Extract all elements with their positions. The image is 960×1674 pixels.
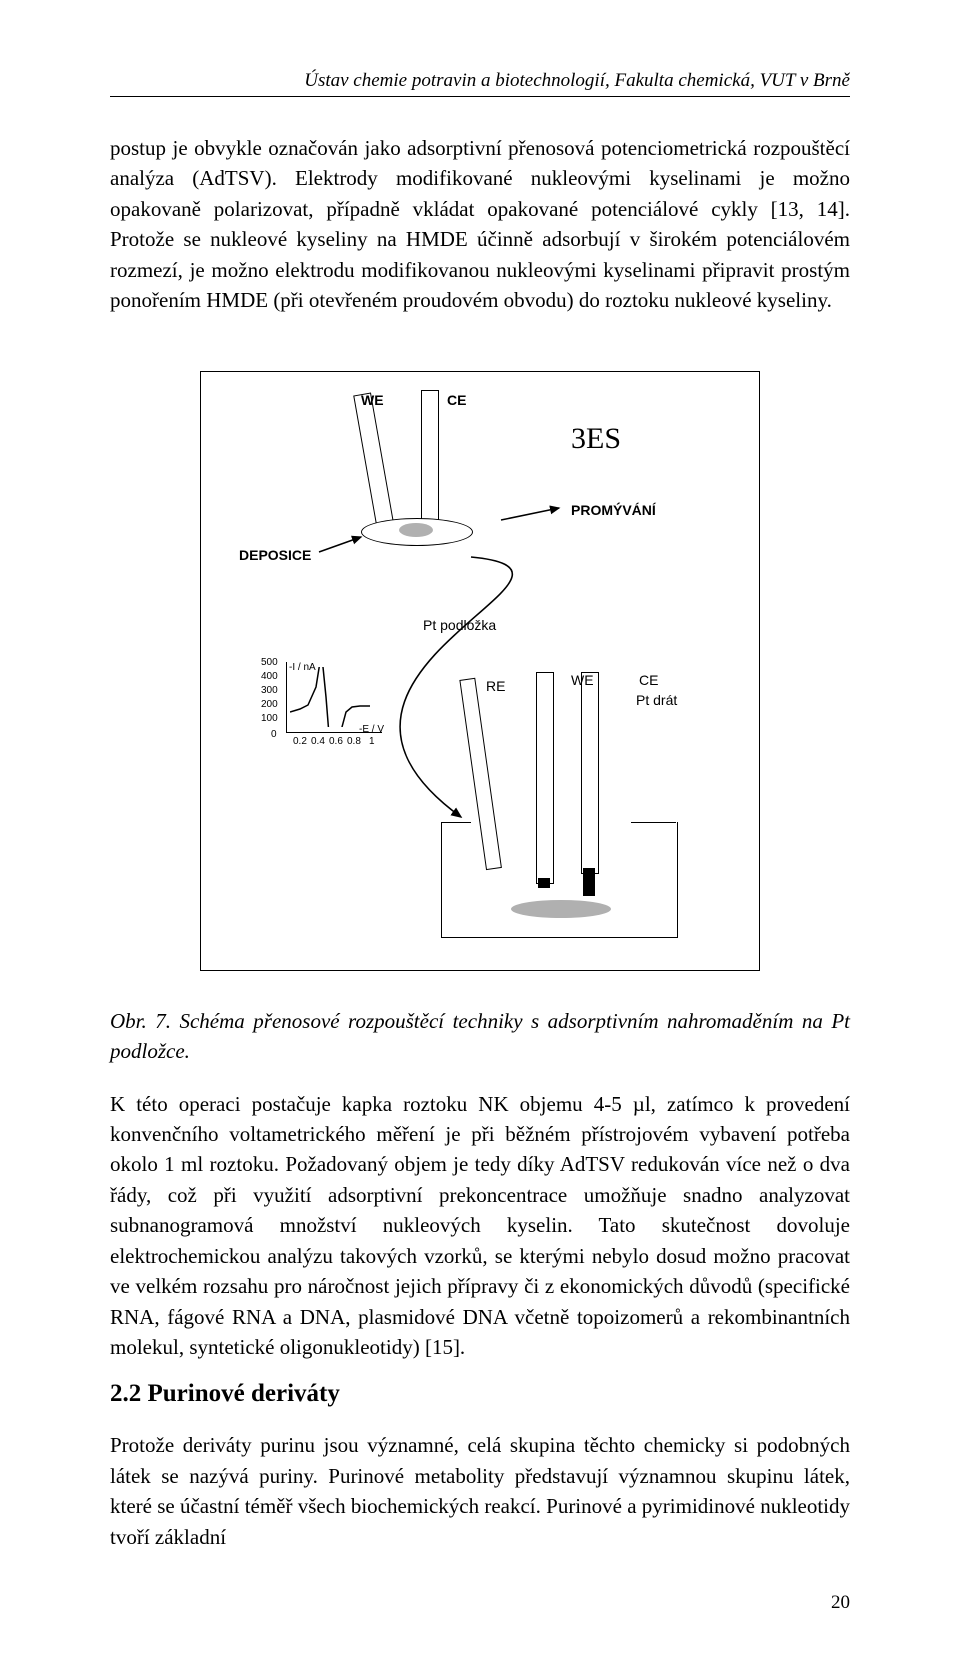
section-title: 2.2 Purinové deriváty	[110, 1380, 850, 1408]
paragraph-1: postup je obvykle označován jako adsorpt…	[110, 133, 850, 316]
label-3es: 3ES	[571, 422, 621, 456]
bottle-lip-left	[441, 822, 471, 823]
page-number: 20	[110, 1592, 850, 1614]
electrode-we-bottom	[536, 672, 554, 884]
page-header: Ústav chemie potravin a biotechnologií, …	[110, 70, 850, 97]
figure-7: WE CE 3ES PROMÝVÁNÍ DEPOSICE Pt podložka	[200, 371, 760, 971]
section-name: Purinové deriváty	[148, 1380, 340, 1407]
xtick-0.4: 0.4	[311, 736, 325, 747]
drop-on-plate	[399, 523, 433, 537]
label-promyvani: PROMÝVÁNÍ	[571, 502, 656, 518]
label-re: RE	[486, 678, 505, 694]
we-tip	[538, 878, 550, 888]
electrode-ce-left	[421, 390, 439, 524]
bottle-lip-right	[631, 822, 676, 823]
electrode-ce-bottom	[581, 672, 599, 874]
solution-ellipse	[511, 900, 611, 918]
section-number: 2.2	[110, 1380, 141, 1407]
label-pt-drat: Pt drát	[636, 692, 677, 708]
cell-bottle	[441, 822, 678, 938]
y-axis-label: -I / nA	[289, 662, 316, 673]
label-deposice: DEPOSICE	[239, 547, 311, 563]
paragraph-2: K této operaci postačuje kapka roztoku N…	[110, 1089, 850, 1363]
figure-border: WE CE 3ES PROMÝVÁNÍ DEPOSICE Pt podložka	[200, 371, 760, 971]
caption-text: Schéma přenosové rozpouštěcí techniky s …	[110, 1009, 850, 1063]
xtick-1: 1	[369, 736, 375, 747]
ytick-100: 100	[261, 713, 278, 724]
x-axis-label: -E / V	[359, 724, 384, 735]
ce-tip	[583, 868, 595, 896]
paragraph-3: Protože deriváty purinu jsou významné, c…	[110, 1430, 850, 1552]
mini-chart-line	[290, 667, 380, 727]
figure-caption: Obr. 7. Schéma přenosové rozpouštěcí tec…	[110, 1006, 850, 1067]
label-ce-top: CE	[447, 392, 466, 408]
label-ce-bottom: CE	[639, 672, 658, 688]
ytick-300: 300	[261, 685, 278, 696]
electrode-we-left	[353, 392, 394, 525]
xtick-0.6: 0.6	[329, 736, 343, 747]
label-pt-podlozka: Pt podložka	[423, 617, 496, 633]
label-we-top: WE	[361, 392, 384, 408]
ytick-400: 400	[261, 671, 278, 682]
ytick-0: 0	[271, 729, 277, 740]
caption-label: Obr. 7.	[110, 1009, 171, 1033]
xtick-0.8: 0.8	[347, 736, 361, 747]
ytick-200: 200	[261, 699, 278, 710]
ytick-500: 500	[261, 657, 278, 668]
xtick-0.2: 0.2	[293, 736, 307, 747]
label-we-bottom: WE	[571, 672, 594, 688]
